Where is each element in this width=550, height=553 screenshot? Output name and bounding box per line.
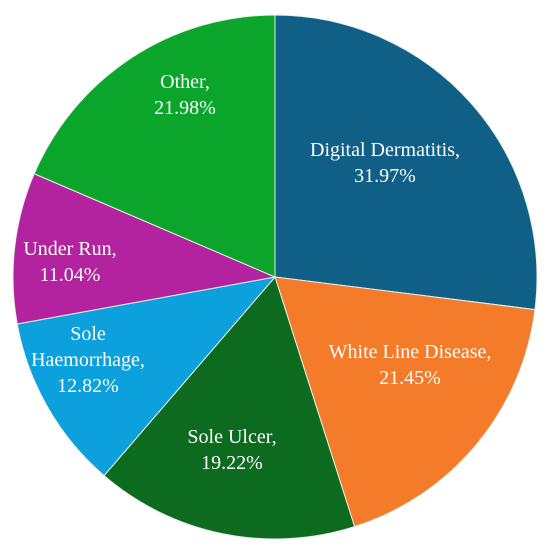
slice-label: Sole Ulcer, 19.22% <box>162 424 302 476</box>
value-label: 19.22% <box>201 452 263 474</box>
category-label: Sole Ulcer, <box>187 426 277 448</box>
category-label: Sole Haemorrhage, <box>31 323 145 371</box>
pie-slice <box>33 14 276 278</box>
category-label: White Line Disease, <box>328 341 492 363</box>
slice-label: Under Run, 11.04% <box>5 236 135 288</box>
value-label: 21.98% <box>154 97 216 119</box>
pie-slice <box>103 275 356 540</box>
value-label: 21.45% <box>379 367 441 389</box>
pie-slice <box>274 14 538 311</box>
value-label: 12.82% <box>57 375 119 397</box>
slice-label: Other, 21.98% <box>115 69 255 121</box>
pie-slice <box>16 276 277 477</box>
value-label: 11.04% <box>39 264 101 286</box>
pie-slice <box>274 276 536 528</box>
slice-label: Digital Dermatitis, 31.97% <box>275 137 495 189</box>
pie-slice <box>12 173 277 325</box>
slice-label: Sole Haemorrhage, 12.82% <box>23 321 153 399</box>
category-label: Digital Dermatitis, <box>310 139 460 161</box>
slice-label: White Line Disease, 21.45% <box>290 339 530 391</box>
category-label: Other, <box>160 71 210 93</box>
category-label: Under Run, <box>23 238 117 260</box>
value-label: 31.97% <box>354 165 416 187</box>
